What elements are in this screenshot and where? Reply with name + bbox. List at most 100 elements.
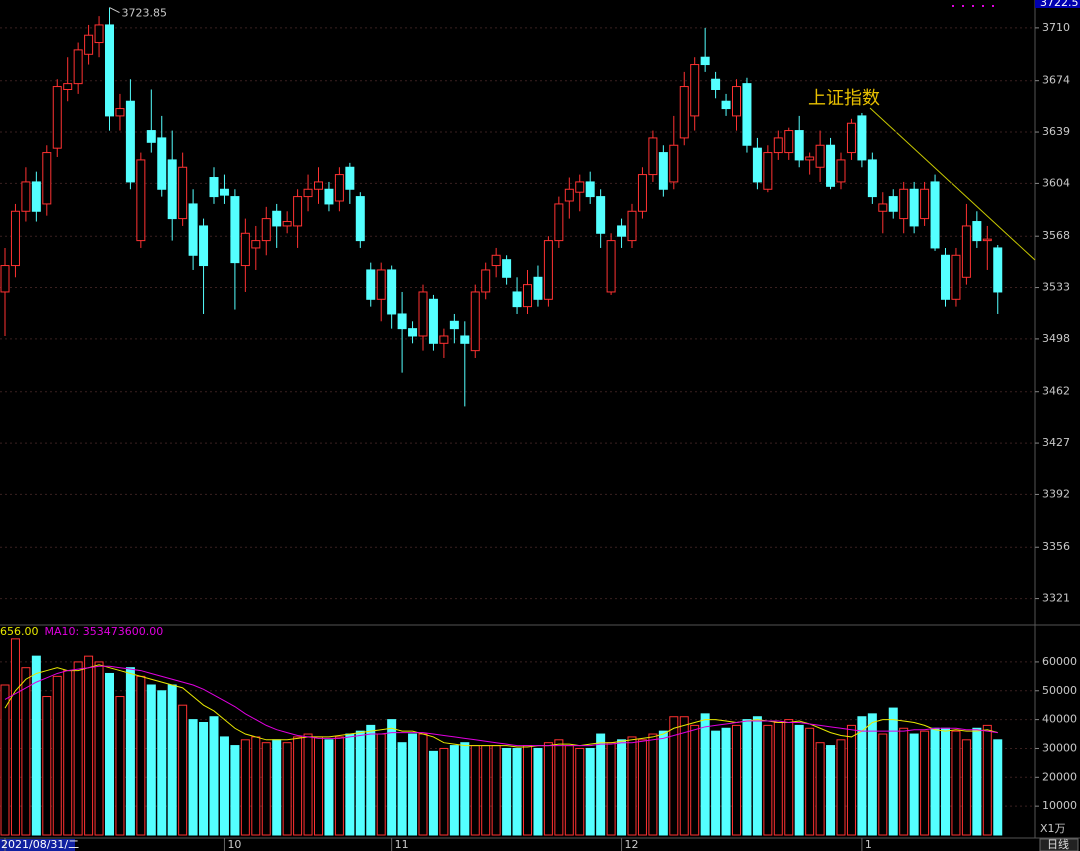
volume-bar: [167, 684, 177, 836]
volume-bar: [763, 724, 773, 836]
volume-bar: [533, 747, 543, 836]
candle-body: [314, 181, 323, 190]
candle-body: [523, 284, 532, 308]
volume-bar: [878, 733, 888, 836]
candle-body: [428, 298, 438, 344]
volume-bar: [470, 745, 480, 836]
period-button[interactable]: [1039, 838, 1079, 851]
period-label[interactable]: 日线: [1047, 837, 1069, 851]
volume-bar: [888, 707, 898, 836]
candle-body: [533, 276, 543, 300]
candle-body: [846, 122, 856, 154]
candle-body: [282, 221, 292, 227]
candle-body: [73, 49, 83, 85]
candle-body: [700, 56, 710, 66]
volume-bar: [752, 716, 762, 836]
y-tick-label: 3321: [1042, 592, 1070, 605]
candle-body: [408, 328, 418, 337]
volume-bar: [899, 727, 909, 836]
volume-bar: [10, 638, 20, 836]
candle-body: [345, 166, 355, 190]
volume-bar: [84, 655, 94, 836]
volume-bar: [972, 727, 982, 836]
candle-body: [355, 196, 365, 242]
candle-body: [31, 181, 41, 212]
volume-bar: [63, 670, 73, 836]
volume-bar: [428, 750, 438, 836]
candle-body: [470, 291, 480, 352]
date-box: [0, 839, 75, 851]
volume-bar: [188, 719, 198, 836]
volume-bar: [105, 672, 114, 836]
volume-bar: [805, 727, 815, 836]
volume-bar: [627, 736, 637, 836]
volume-bar: [251, 736, 261, 836]
candle-body: [125, 100, 135, 183]
volume-bar: [951, 730, 961, 836]
candle-body: [627, 210, 637, 242]
candle-body: [481, 269, 491, 293]
volume-bar: [815, 742, 825, 836]
candle-body: [21, 181, 31, 212]
volume-bar: [293, 736, 303, 836]
candle-body: [888, 196, 898, 212]
x-tick-label: 1: [865, 838, 872, 851]
volume-bar: [481, 745, 491, 836]
high-flag: [109, 7, 120, 14]
volume-bar: [125, 667, 135, 836]
candle-body: [418, 291, 428, 337]
candle-body: [648, 137, 658, 176]
candle-body: [512, 291, 522, 308]
y-tick-label: 40000: [1042, 713, 1077, 726]
y-tick-label: 3356: [1042, 540, 1070, 553]
candle-body: [42, 152, 52, 205]
volume-bar: [690, 724, 700, 836]
volume-bar: [941, 727, 950, 836]
candle-body: [658, 152, 668, 190]
x-tick-label: 12: [625, 838, 639, 851]
volume-bar: [345, 733, 355, 836]
volume-bar: [512, 747, 522, 836]
volume-bar: [909, 733, 919, 836]
candle-body: [366, 269, 376, 300]
candle-body: [961, 225, 971, 278]
volume-bar: [617, 739, 627, 836]
volume-bar: [669, 716, 679, 836]
candle-body: [303, 188, 313, 198]
candle-body: [84, 34, 94, 55]
candle-body: [293, 196, 303, 227]
volume-bar: [324, 739, 334, 836]
candle-body: [115, 108, 125, 117]
volume-bar: [261, 742, 271, 836]
candle-body: [554, 203, 564, 242]
volume-bar: [209, 716, 219, 836]
candle-body: [397, 313, 407, 330]
volume-bar: [826, 745, 836, 836]
volume-bar: [199, 722, 209, 836]
volume-bar: [575, 747, 585, 836]
candle-body: [0, 265, 10, 293]
volume-bar: [52, 675, 62, 836]
candle-body: [711, 78, 721, 90]
candle-body: [157, 137, 167, 190]
volume-bar: [73, 661, 83, 836]
volume-bar: [136, 675, 146, 836]
x-tick-label: 10: [227, 838, 241, 851]
y-tick-label: 3710: [1042, 21, 1070, 34]
volume-bar: [502, 747, 512, 836]
ma-line: [4, 665, 998, 747]
candle-body: [543, 240, 553, 300]
candle-body: [669, 144, 679, 183]
candle-body: [721, 100, 731, 110]
y-tick-label: 3427: [1042, 436, 1070, 449]
candle-body: [941, 254, 950, 300]
volume-bar: [366, 724, 376, 836]
candle-body: [63, 83, 73, 90]
candle-body: [982, 238, 992, 242]
volume-bar: [219, 736, 229, 836]
price-box: [1035, 0, 1080, 8]
high-label: 3723.85: [122, 7, 168, 20]
volume-bar: [230, 745, 240, 836]
candle-body: [199, 225, 209, 267]
